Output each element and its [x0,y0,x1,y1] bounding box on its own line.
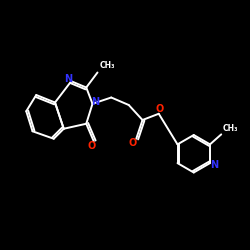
Text: N: N [210,160,218,170]
Text: N: N [92,97,100,107]
Text: O: O [156,104,164,114]
Text: N: N [64,74,72,84]
Text: O: O [128,138,136,148]
Text: CH₃: CH₃ [100,61,116,70]
Text: O: O [87,141,96,151]
Text: CH₃: CH₃ [222,124,238,133]
